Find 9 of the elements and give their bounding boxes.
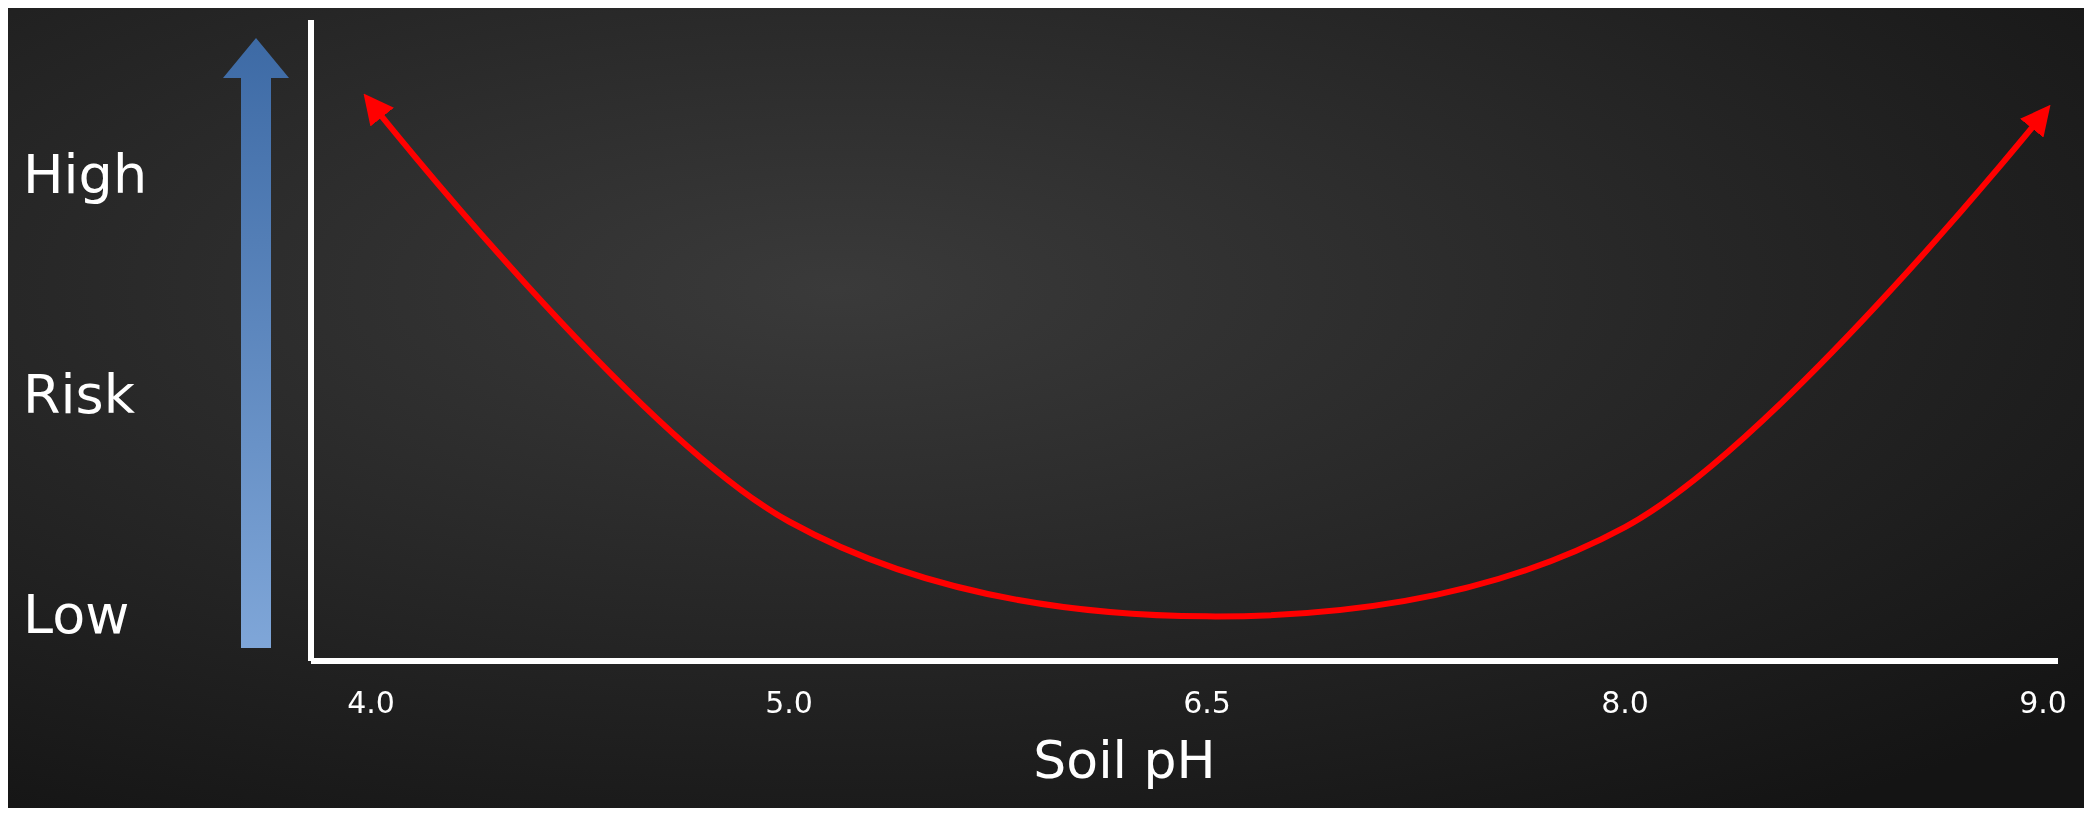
text: High [23,142,148,206]
x-tick-label: 5.0 [765,685,813,720]
x-tick-label: 8.0 [1601,685,1649,720]
x-axis-title: Soil pH [1033,730,1216,790]
x-tick-label: 9.0 [2019,685,2067,720]
text: Low [23,582,130,646]
x-tick-label: 4.0 [347,685,395,720]
x-tick-label: 6.5 [1183,685,1231,720]
y-axis-title: Risk [23,362,136,426]
